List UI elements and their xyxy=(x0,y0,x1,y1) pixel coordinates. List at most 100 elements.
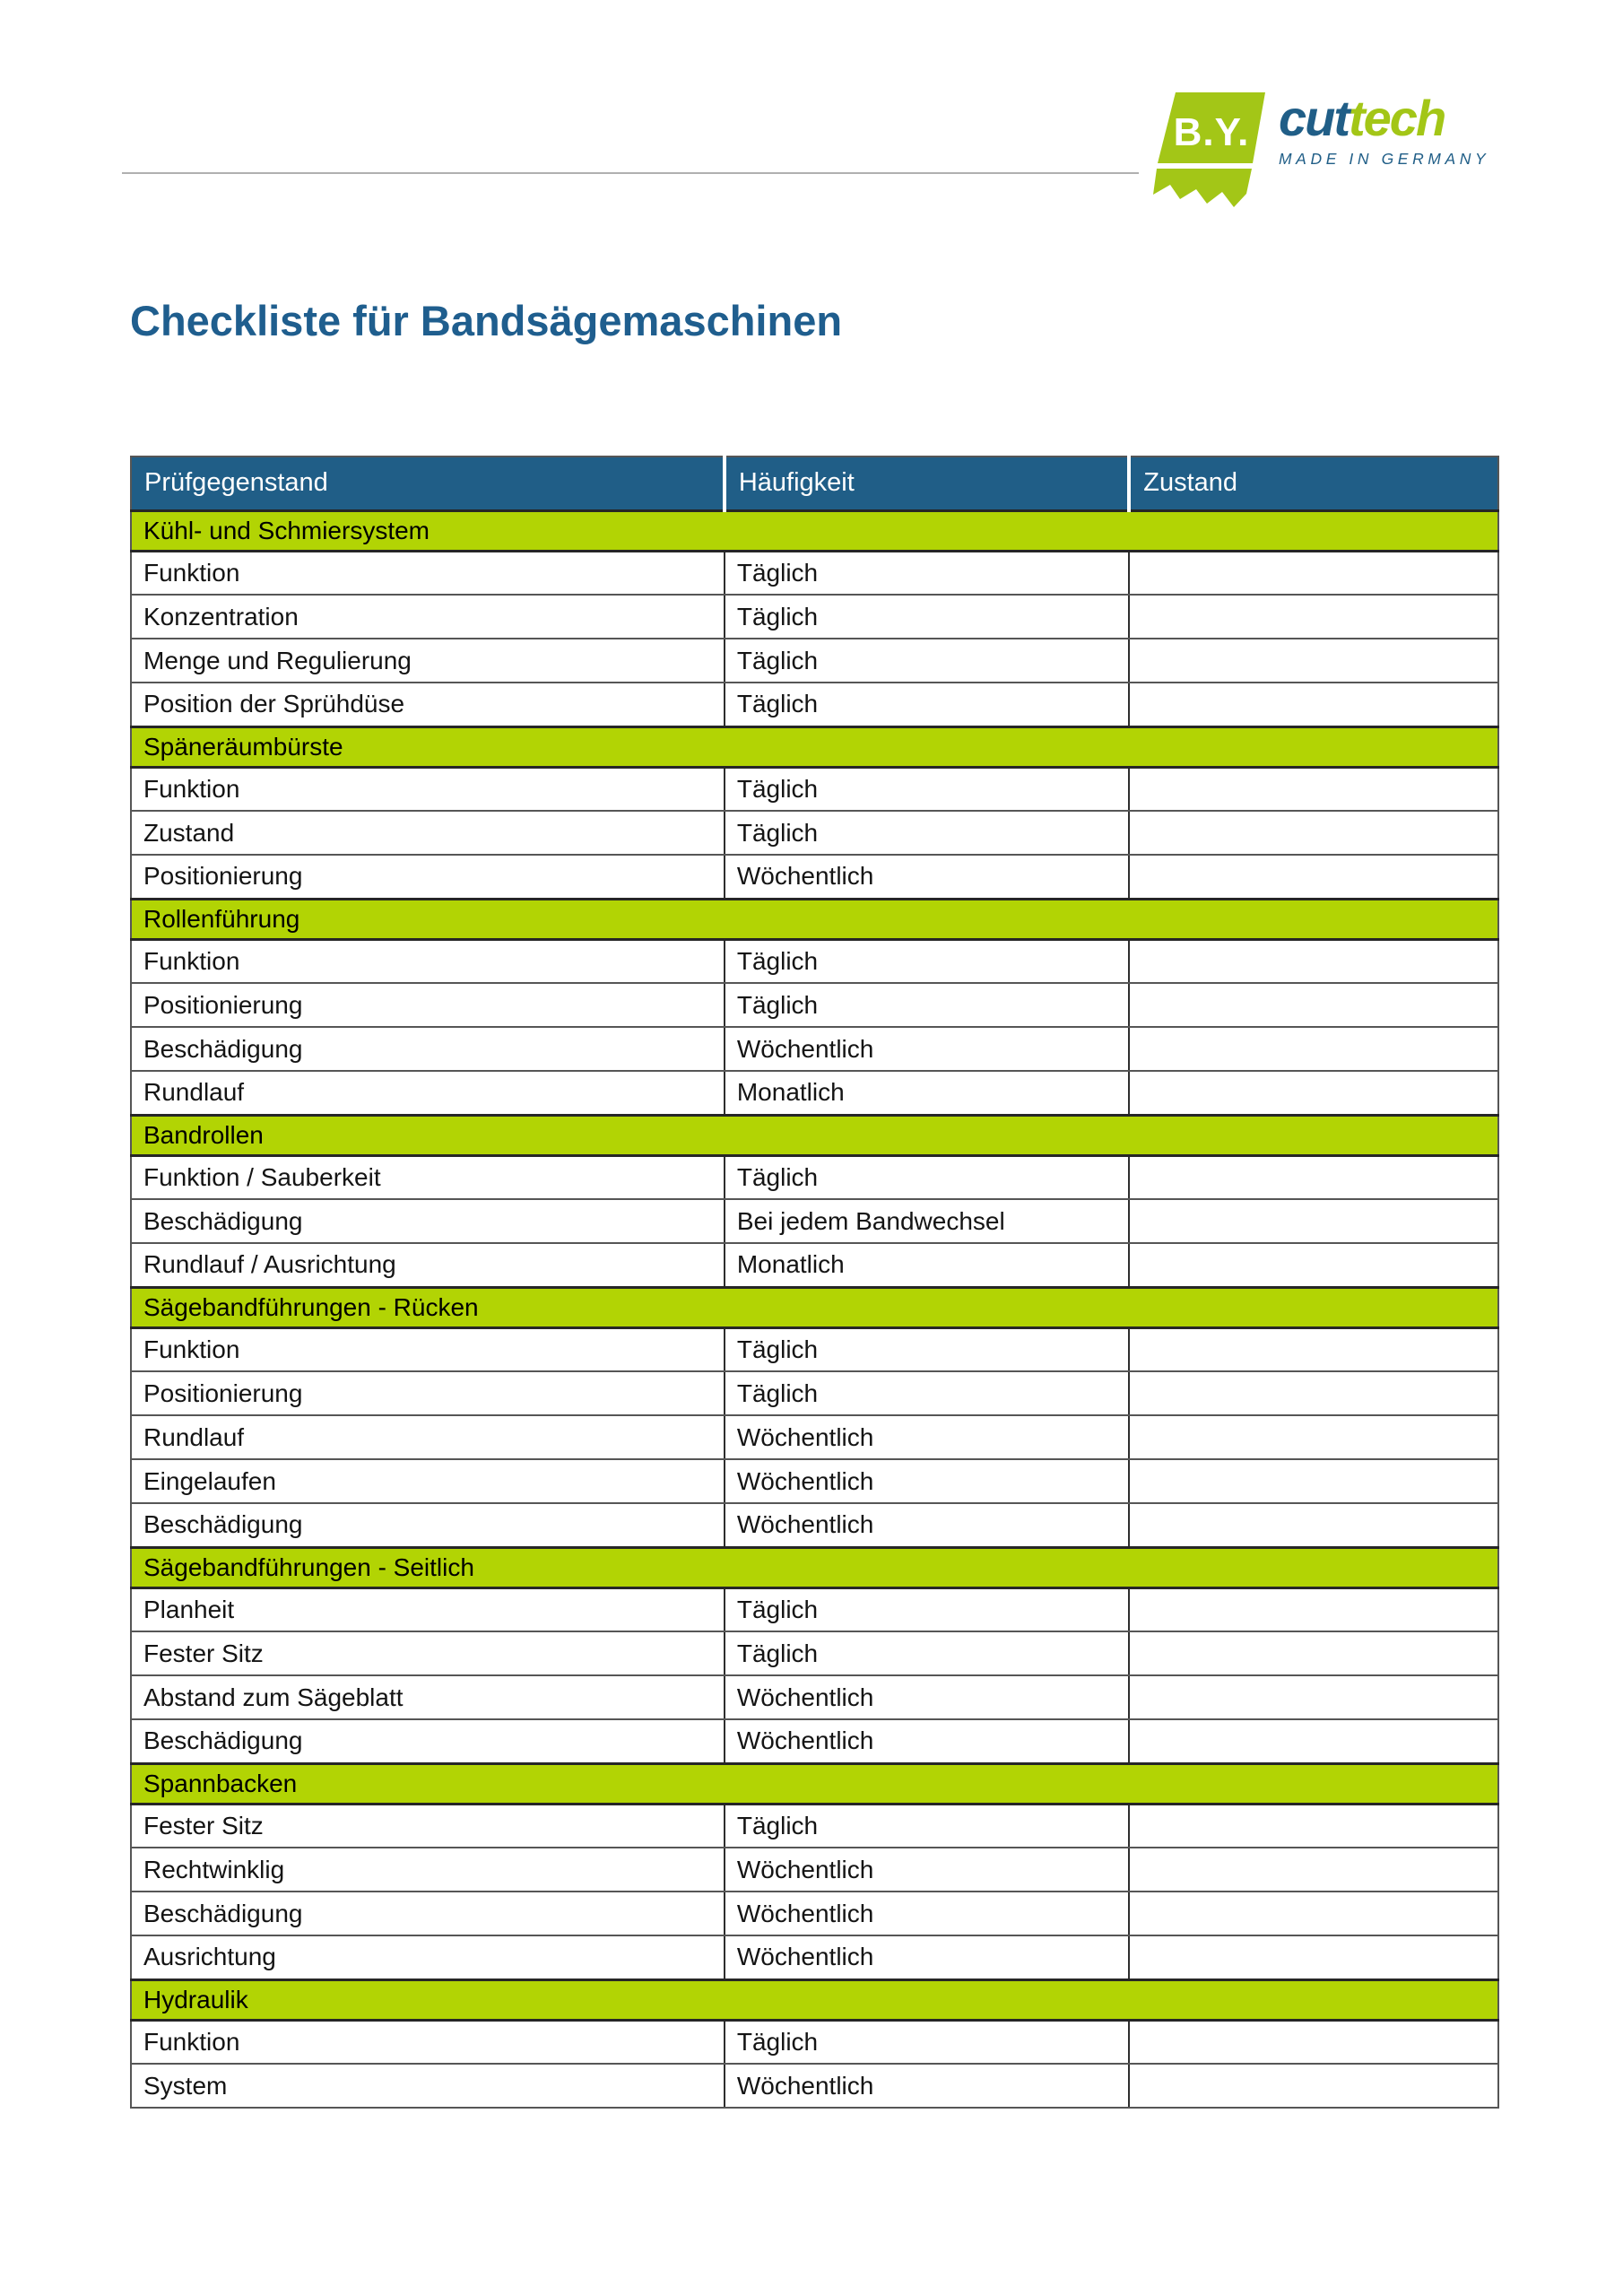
cell-item: Rundlauf / Ausrichtung xyxy=(131,1243,725,1288)
cell-frequency: Täglich xyxy=(723,2020,1130,2065)
cell-status xyxy=(1128,1719,1498,1764)
section-header: Sägebandführungen - Rücken xyxy=(131,1285,1498,1329)
section-row: Hydraulik xyxy=(131,1978,1498,2022)
cell-item: Beschädigung xyxy=(131,1503,725,1548)
section-row: Bandrollen xyxy=(131,1113,1498,1157)
cell-item: Funktion xyxy=(131,551,725,596)
table-row: Positionierung Täglich xyxy=(131,1371,1498,1416)
cell-status xyxy=(1128,2020,1498,2065)
logo-mark-text: B.Y. xyxy=(1174,110,1250,154)
table-row: Beschädigung Wöchentlich xyxy=(131,1892,1498,1936)
table-row: Konzentration Täglich xyxy=(131,595,1498,639)
table-row: Funktion Täglich xyxy=(131,1327,1498,1372)
section-header: Rollenführung xyxy=(131,897,1498,941)
cell-item: Beschädigung xyxy=(131,1719,725,1764)
table-row: Beschädigung Wöchentlich xyxy=(131,1719,1498,1764)
table-row: Zustand Täglich xyxy=(131,811,1498,856)
table-row: Fester Sitz Täglich xyxy=(131,1631,1498,1676)
cell-item: Positionierung xyxy=(131,1371,725,1416)
cell-frequency: Täglich xyxy=(723,1631,1130,1676)
cell-frequency: Wöchentlich xyxy=(723,1675,1130,1720)
table-row: Funktion Täglich xyxy=(131,2020,1498,2065)
cell-frequency: Wöchentlich xyxy=(723,1892,1130,1936)
cell-item: Eingelaufen xyxy=(131,1459,725,1504)
cell-item: Funktion xyxy=(131,767,725,812)
logo: B.Y. cuttech MADE IN GERMANY xyxy=(1146,90,1523,224)
cell-item: Rundlauf xyxy=(131,1415,725,1460)
brand-cut: cut xyxy=(1279,90,1350,146)
table-row: Funktion / Sauberkeit Täglich xyxy=(131,1155,1498,1200)
table-row: Eingelaufen Wöchentlich xyxy=(131,1459,1498,1504)
table-row: Rundlauf Wöchentlich xyxy=(131,1415,1498,1460)
cell-item: Funktion xyxy=(131,939,725,984)
cell-item: Rechtwinklig xyxy=(131,1848,725,1892)
cell-frequency: Täglich xyxy=(723,551,1130,596)
cell-status xyxy=(1128,1587,1498,1632)
column-header-status: Zustand xyxy=(1127,457,1498,510)
cell-item: Funktion / Sauberkeit xyxy=(131,1155,725,1200)
cell-status xyxy=(1128,1631,1498,1676)
section-row: Kühl- und Schmiersystem xyxy=(131,509,1498,552)
cell-frequency: Monatlich xyxy=(723,1071,1130,1116)
cell-item: System xyxy=(131,2064,725,2109)
cell-item: Ausrichtung xyxy=(131,1935,725,1980)
cell-status xyxy=(1128,2064,1498,2109)
cell-frequency: Täglich xyxy=(723,1371,1130,1416)
cell-status xyxy=(1128,1804,1498,1848)
section-row: Späneräumbürste xyxy=(131,725,1498,769)
section-row: Rollenführung xyxy=(131,897,1498,941)
cell-item: Abstand zum Sägeblatt xyxy=(131,1675,725,1720)
table-row: Funktion Täglich xyxy=(131,767,1498,812)
table-row: Positionierung Täglich xyxy=(131,983,1498,1028)
brand-tech: tech xyxy=(1349,90,1446,146)
table-row: Beschädigung Wöchentlich xyxy=(131,1503,1498,1548)
cell-status xyxy=(1128,855,1498,900)
cell-status xyxy=(1128,551,1498,596)
divider-line xyxy=(122,172,1139,174)
table-row: Fester Sitz Täglich xyxy=(131,1804,1498,1848)
cell-frequency: Wöchentlich xyxy=(723,1935,1130,1980)
saw-blade-logo-icon: B.Y. xyxy=(1153,92,1265,207)
cell-item: Positionierung xyxy=(131,983,725,1028)
cell-status xyxy=(1128,939,1498,984)
cell-frequency: Wöchentlich xyxy=(723,855,1130,900)
cell-item: Zustand xyxy=(131,811,725,856)
cell-frequency: Wöchentlich xyxy=(723,1848,1130,1892)
cell-status xyxy=(1128,1371,1498,1416)
table-row: Menge und Regulierung Täglich xyxy=(131,639,1498,683)
table-row: Beschädigung Wöchentlich xyxy=(131,1027,1498,1072)
cell-status xyxy=(1128,1935,1498,1980)
cell-frequency: Wöchentlich xyxy=(723,1503,1130,1548)
cell-status xyxy=(1128,1027,1498,1072)
column-header-item: Prüfgegenstand xyxy=(131,457,725,510)
cell-status xyxy=(1128,1503,1498,1548)
cell-frequency: Täglich xyxy=(723,683,1130,727)
cell-item: Funktion xyxy=(131,2020,725,2065)
cell-frequency: Wöchentlich xyxy=(723,1027,1130,1072)
section-row: Sägebandführungen - Rücken xyxy=(131,1285,1498,1329)
cell-item: Beschädigung xyxy=(131,1027,725,1072)
table-row: Ausrichtung Wöchentlich xyxy=(131,1935,1498,1980)
checklist-table-body: Kühl- und Schmiersystem Funktion Täglich Ko… xyxy=(131,509,1498,2109)
cell-item: Position der Sprühdüse xyxy=(131,683,725,727)
section-header: Spannbacken xyxy=(131,1761,1498,1805)
section-header: Sägebandführungen - Seitlich xyxy=(131,1545,1498,1589)
cell-frequency: Täglich xyxy=(723,811,1130,856)
cell-frequency: Bei jedem Bandwechsel xyxy=(723,1199,1130,1244)
column-header-frequency: Häufigkeit xyxy=(722,457,1130,510)
cell-frequency: Täglich xyxy=(723,983,1130,1028)
cell-frequency: Täglich xyxy=(723,1804,1130,1848)
table-row: Funktion Täglich xyxy=(131,939,1498,984)
cell-status xyxy=(1128,683,1498,727)
cell-status xyxy=(1128,639,1498,683)
cell-status xyxy=(1128,595,1498,639)
table-row: Rechtwinklig Wöchentlich xyxy=(131,1848,1498,1892)
table-row: Positionierung Wöchentlich xyxy=(131,855,1498,900)
cell-status xyxy=(1128,1155,1498,1200)
brand-tagline: MADE IN GERMANY xyxy=(1279,150,1490,168)
cell-status xyxy=(1128,1071,1498,1116)
table-row: System Wöchentlich xyxy=(131,2064,1498,2109)
cell-status xyxy=(1128,1459,1498,1504)
cell-item: Planheit xyxy=(131,1587,725,1632)
cell-item: Beschädigung xyxy=(131,1199,725,1244)
